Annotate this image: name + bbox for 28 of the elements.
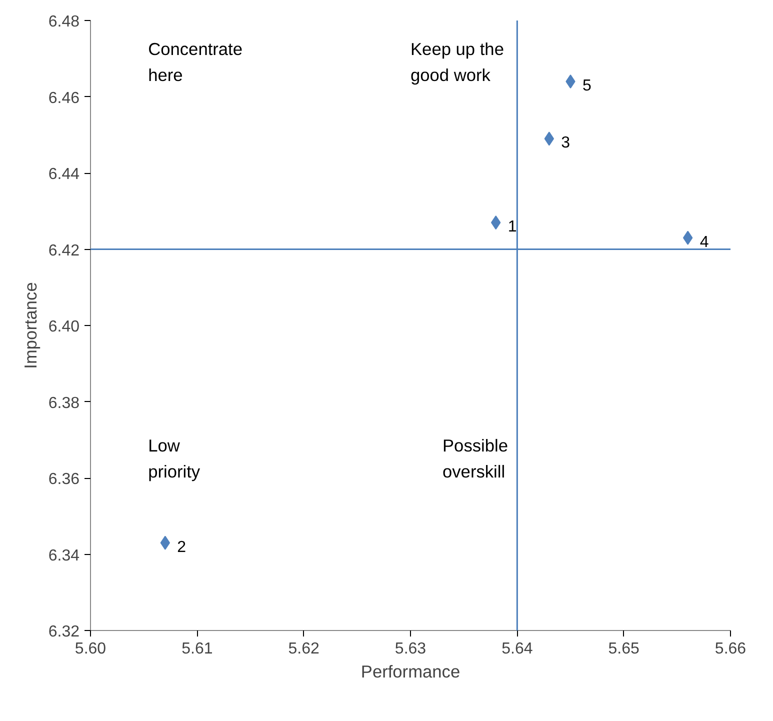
y-tick-label: 6.38 xyxy=(48,394,80,412)
point xyxy=(566,74,576,88)
annotation: 3 xyxy=(561,134,570,152)
annotation: 1 xyxy=(508,218,517,236)
annotation: Low priority xyxy=(148,435,200,482)
y-tick-label: 6.32 xyxy=(48,624,80,640)
annotation: Keep up the good work xyxy=(410,38,504,85)
x-tick-label: 5.61 xyxy=(182,640,213,658)
x-tick-label: 5.66 xyxy=(714,640,746,658)
y-tick-label: 6.42 xyxy=(48,242,80,260)
x-tick-label: 5.62 xyxy=(288,640,320,658)
annotation: Possible overskill xyxy=(442,435,508,482)
y-tick-label: 6.48 xyxy=(48,14,80,30)
y-tick-label: 6.46 xyxy=(48,90,80,107)
x-tick-label: 5.65 xyxy=(608,640,640,658)
annotation: 5 xyxy=(582,78,592,94)
y-tick-label: 6.40 xyxy=(48,318,80,336)
annotation: 4 xyxy=(700,234,709,251)
y-tick-label: 6.34 xyxy=(48,547,80,564)
annotation: Concentrate here xyxy=(148,38,243,85)
annotation: 2 xyxy=(177,538,186,556)
x-axis-title: Performance xyxy=(360,662,460,682)
x-tick-label: 5.64 xyxy=(502,640,533,658)
y-axis-title: Importance xyxy=(20,282,40,369)
y-tick-label: 6.44 xyxy=(48,166,80,183)
x-tick-label: 5.60 xyxy=(74,640,106,658)
y-tick-label: 6.36 xyxy=(48,471,80,488)
x-tick-label: 5.63 xyxy=(394,640,426,658)
